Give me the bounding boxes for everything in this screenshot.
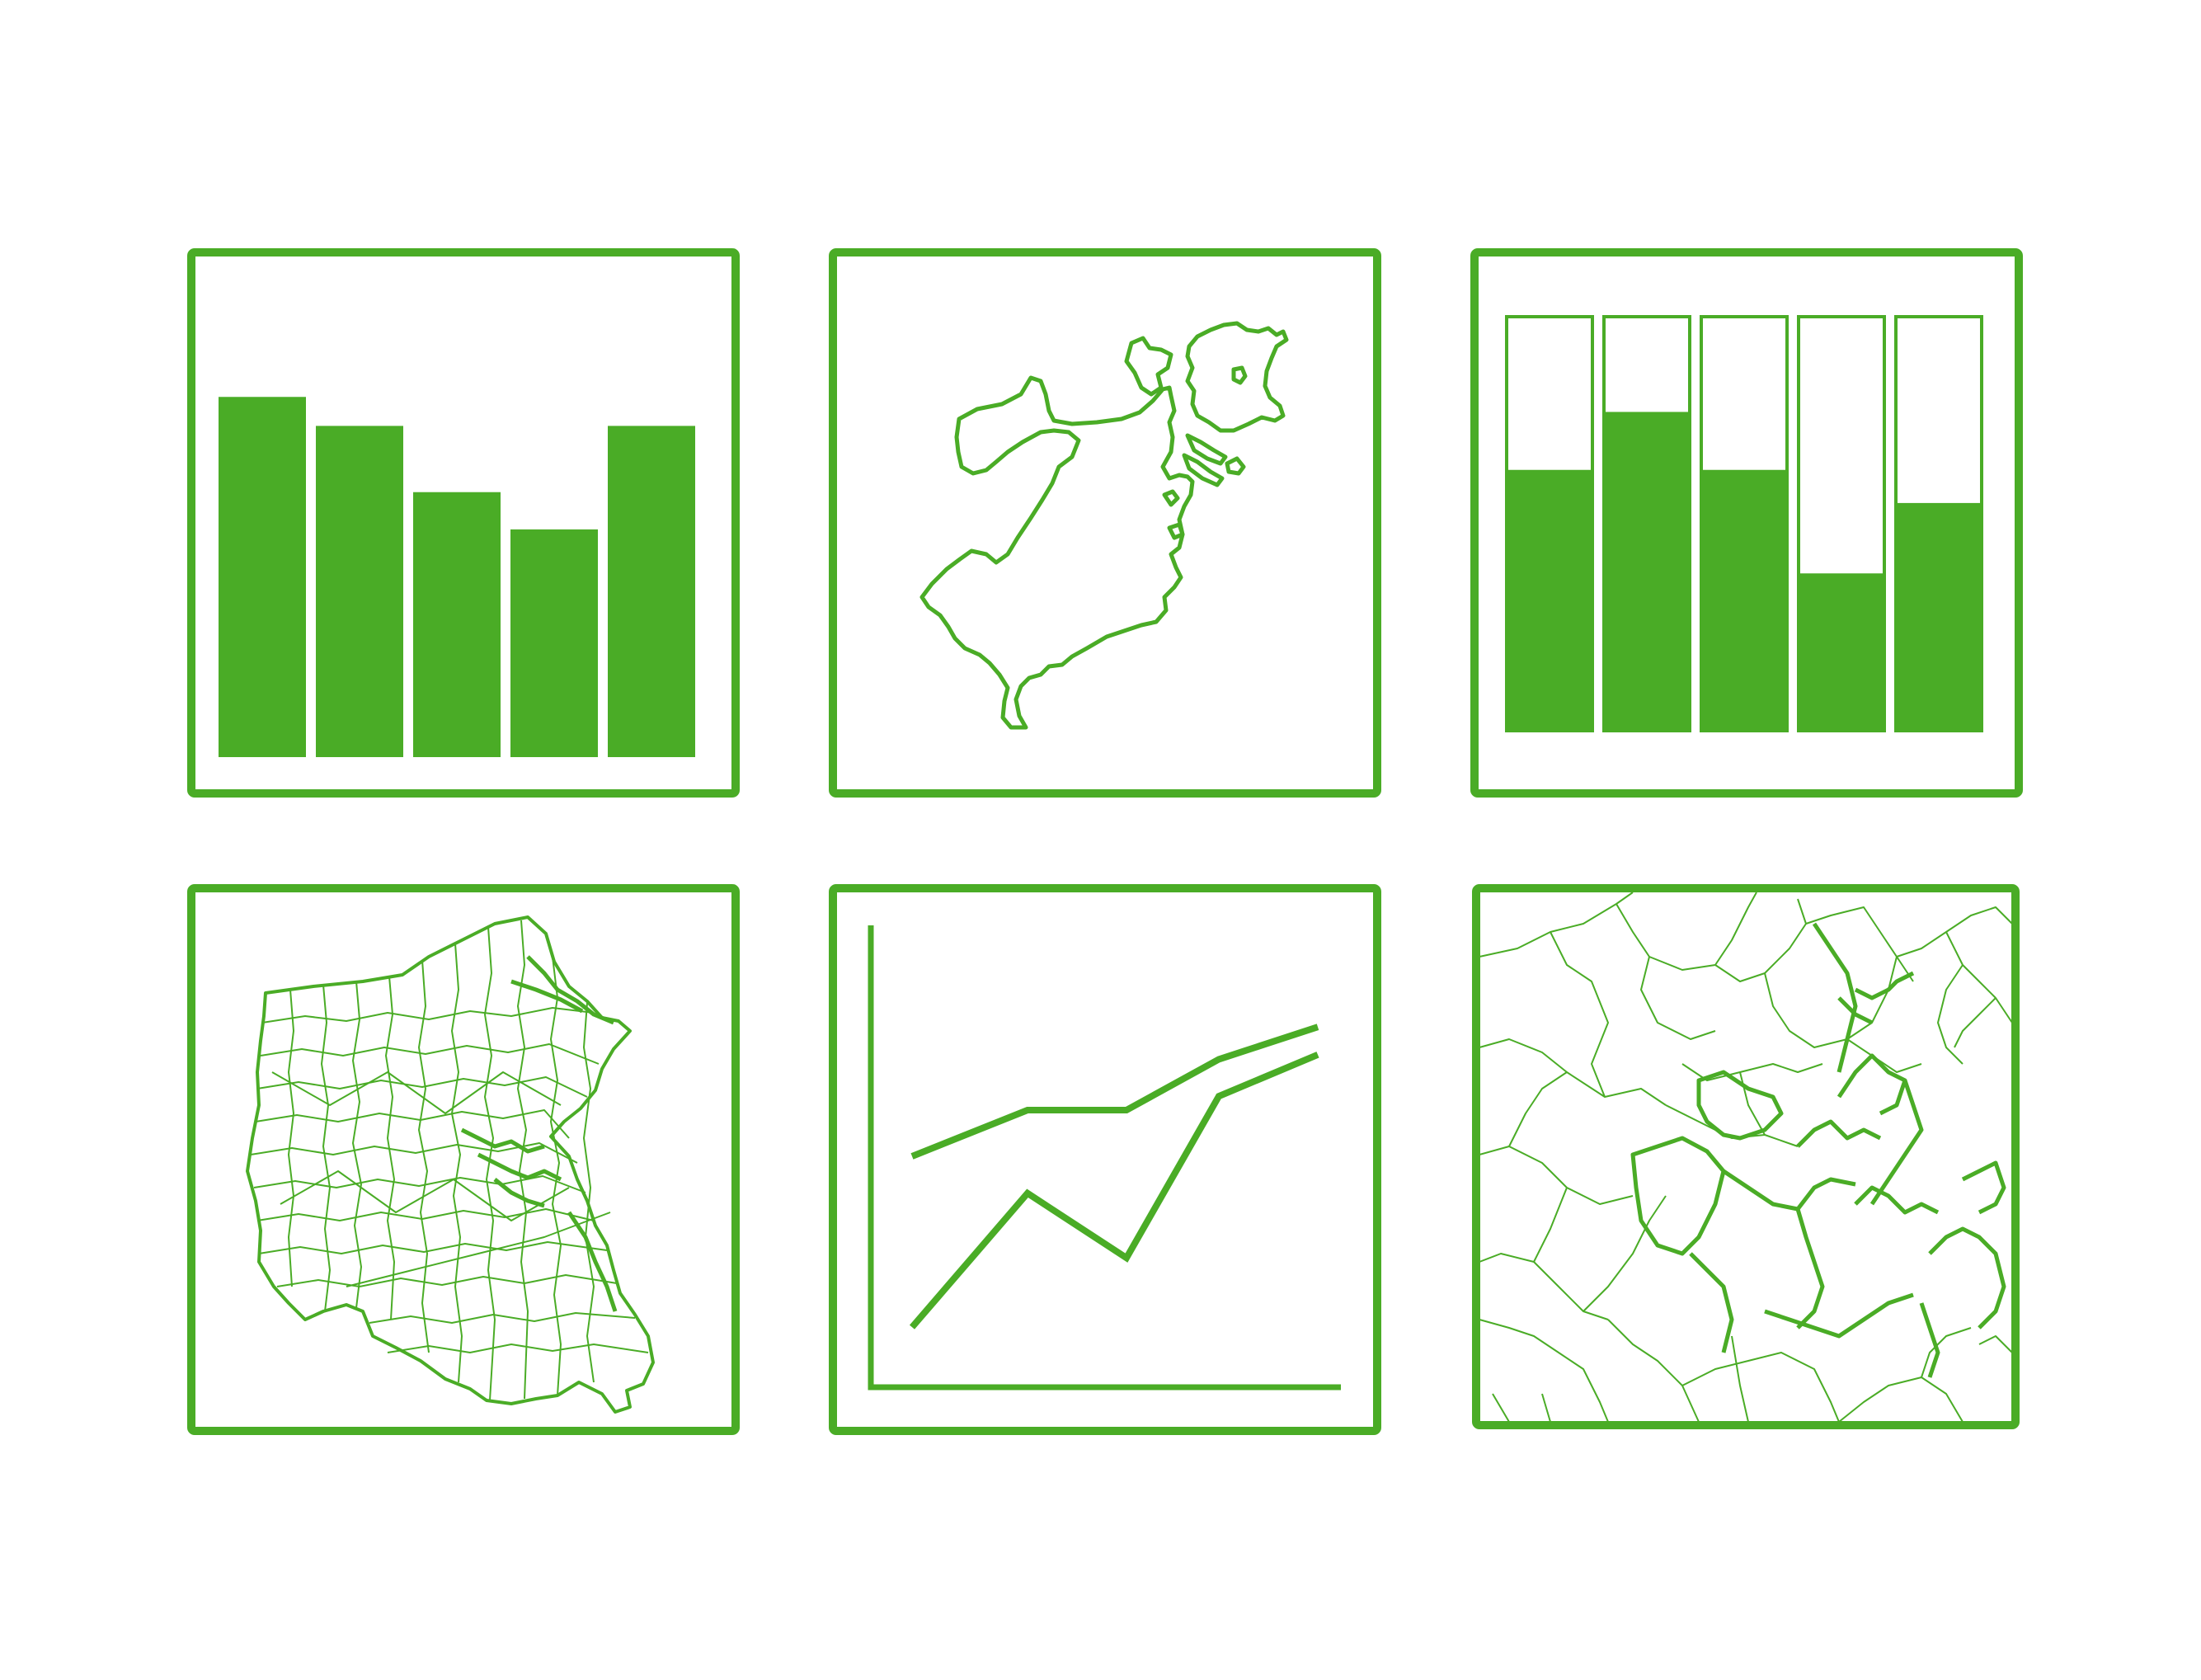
line-chart-axes <box>868 925 1341 1391</box>
bar <box>316 426 403 757</box>
bar <box>510 529 598 757</box>
series-line-1 <box>910 1024 1319 1160</box>
bar <box>608 426 695 757</box>
bar-fill <box>1799 573 1884 731</box>
line-chart-series <box>909 1024 1319 1329</box>
stacked-bar-chart-bars <box>1505 315 1983 732</box>
city-outline-map-icon <box>829 248 1381 798</box>
bar-chart-bars <box>219 397 695 757</box>
series-line-2 <box>909 1052 1319 1329</box>
region-towns-boundaries <box>246 915 655 1414</box>
bar-fill <box>1701 469 1787 731</box>
city-outline-shape <box>919 321 1289 730</box>
region-towns-map-frame <box>187 884 740 1435</box>
stacked-bar-chart-frame <box>1470 248 2023 798</box>
bar-chart-icon <box>187 248 740 798</box>
line-chart-icon <box>829 884 1381 1435</box>
zoomed-boundaries-lines <box>1479 892 2013 1423</box>
line-chart-frame <box>829 884 1381 1435</box>
region-towns-map-icon <box>187 884 740 1435</box>
stacked-bar-chart-icon <box>1470 248 2023 798</box>
bar-fill <box>1896 502 1982 731</box>
city-outline-map-frame <box>829 248 1381 798</box>
bar-fill <box>1604 412 1690 731</box>
bar <box>219 397 306 757</box>
bar <box>413 492 501 757</box>
bar-fill <box>1507 469 1592 731</box>
zoomed-boundaries-map-icon <box>1472 884 2020 1429</box>
zoomed-boundaries-map-frame <box>1472 884 2020 1429</box>
bar-chart-frame <box>187 248 740 798</box>
